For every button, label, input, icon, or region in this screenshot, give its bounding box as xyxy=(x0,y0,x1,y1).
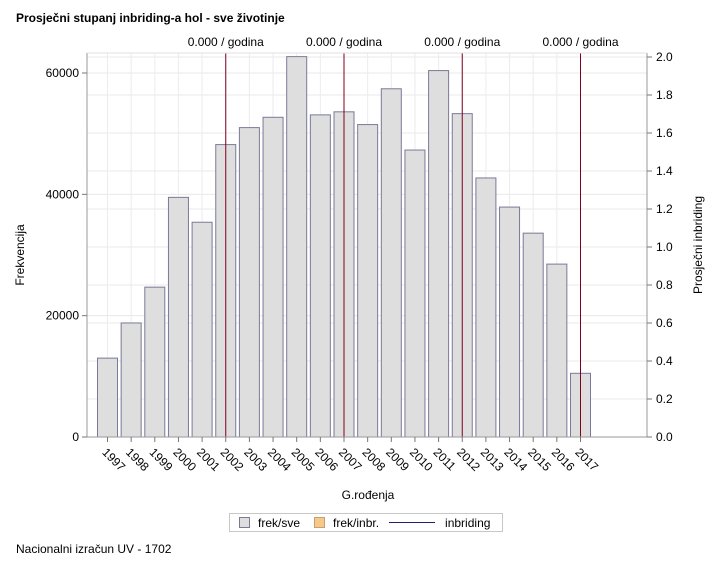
bar-2001 xyxy=(191,221,213,438)
y-axis-label: Frekvencija xyxy=(13,224,27,286)
bar-1999 xyxy=(144,286,166,438)
y2-axis-ticks: 0.0 0.2 0.4 0.6 0.8 1.0 1.2 1.4 1.6 1.8 2.0 xyxy=(647,50,673,444)
y2-tick-label: 1.0 xyxy=(656,240,673,254)
y2-tick-label: 2.0 xyxy=(656,50,673,64)
y2-tick-label: 0.8 xyxy=(656,278,673,292)
y-tick-label: 60000 xyxy=(46,66,80,80)
bar-2015 xyxy=(522,232,544,438)
legend-label-frek-sve: frek/sve xyxy=(258,515,301,530)
x-tick-label-1998: 1998 xyxy=(123,445,152,474)
bar-2011 xyxy=(428,70,450,438)
reference-line-label-2007: 0.000 / godina xyxy=(306,35,382,49)
y-tick-label: 40000 xyxy=(46,187,80,201)
reference-line-label-2002: 0.000 / godina xyxy=(188,35,264,49)
reference-line-label-2017: 0.000 / godina xyxy=(542,35,618,49)
y-axis-ticks: 0 20000 40000 60000 xyxy=(46,66,87,444)
y2-tick-label: 1.6 xyxy=(656,126,673,140)
y2-tick-label: 0.4 xyxy=(656,354,673,368)
x-tick-label-2008: 2008 xyxy=(360,445,389,474)
x-tick-label-1997: 1997 xyxy=(99,445,128,474)
x-axis-ticks: 1997199819992000200120022003200420052006… xyxy=(99,437,601,474)
y2-tick-label: 0.2 xyxy=(656,392,673,406)
bar-2008 xyxy=(357,124,379,438)
x-tick-label-2015: 2015 xyxy=(525,445,554,474)
y-tick-label: 20000 xyxy=(46,309,80,323)
legend-label-inbriding: inbriding xyxy=(445,515,491,530)
legend-swatch-frek-inbr xyxy=(314,517,326,528)
bars xyxy=(97,56,591,438)
axes xyxy=(86,52,648,438)
x-tick-label-2006: 2006 xyxy=(312,445,341,474)
x-tick-label-2005: 2005 xyxy=(289,445,318,474)
legend: frek/sve frek/inbr. inbriding xyxy=(229,513,503,532)
x-tick-label-2001: 2001 xyxy=(194,445,223,474)
bar-2006 xyxy=(309,114,331,438)
x-tick-label-2011: 2011 xyxy=(430,445,458,473)
x-tick-label-2013: 2013 xyxy=(478,445,507,474)
x-tick-label-1999: 1999 xyxy=(147,445,176,474)
y2-tick-label: 1.8 xyxy=(656,88,673,102)
x-tick-label-2010: 2010 xyxy=(407,445,436,474)
legend-line-inbriding xyxy=(389,522,436,523)
bar-2014 xyxy=(499,206,521,438)
legend-swatch-frek-sve xyxy=(239,517,250,528)
x-tick-label-2007: 2007 xyxy=(336,445,365,474)
x-tick-label-2016: 2016 xyxy=(549,445,578,474)
legend-entry-frek-inbr: frek/inbr. xyxy=(314,516,379,530)
reference-lines xyxy=(225,53,581,437)
chart-title: Prosječni stupanj inbriding-a hol - sve … xyxy=(16,11,285,25)
x-tick-label-2009: 2009 xyxy=(383,445,412,474)
x-axis-label: G.rođenja xyxy=(342,488,395,502)
x-tick-label-2002: 2002 xyxy=(218,445,247,474)
y2-tick-label: 1.2 xyxy=(656,202,673,216)
footnote: Nacionalni izračun UV - 1702 xyxy=(16,542,172,556)
x-tick-label-2003: 2003 xyxy=(241,445,270,474)
bar-2013 xyxy=(475,177,497,438)
bar-2009 xyxy=(380,88,402,438)
y2-tick-label: 0.6 xyxy=(656,316,673,330)
x-tick-label-2014: 2014 xyxy=(501,445,530,474)
bar-2010 xyxy=(404,149,426,438)
legend-label-frek-inbr: frek/inbr. xyxy=(333,515,380,530)
x-tick-label-2000: 2000 xyxy=(170,445,199,474)
x-tick-label-2017: 2017 xyxy=(572,445,601,474)
y2-tick-label: 1.4 xyxy=(656,164,673,178)
y-tick-label: 0 xyxy=(72,430,79,444)
bar-2016 xyxy=(546,263,568,438)
reference-line-labels: 0.000 / godina 0.000 / godina 0.000 / godi… xyxy=(188,35,619,49)
bar-1997 xyxy=(97,357,118,438)
bar-2004 xyxy=(262,116,284,438)
legend-entry-frek-sve: frek/sve xyxy=(239,516,300,530)
y2-tick-label: 0.0 xyxy=(656,430,673,444)
bar-2000 xyxy=(167,196,189,438)
x-tick-label-2012: 2012 xyxy=(454,445,483,474)
reference-line-label-2012: 0.000 / godina xyxy=(424,35,500,49)
y2-axis-label: Prosječni inbriding xyxy=(691,196,705,294)
bar-1998 xyxy=(120,322,142,438)
bar-2005 xyxy=(286,56,308,438)
bar-2003 xyxy=(238,127,260,438)
x-tick-label-2004: 2004 xyxy=(265,445,294,474)
legend-entry-inbriding: inbriding xyxy=(383,516,490,530)
